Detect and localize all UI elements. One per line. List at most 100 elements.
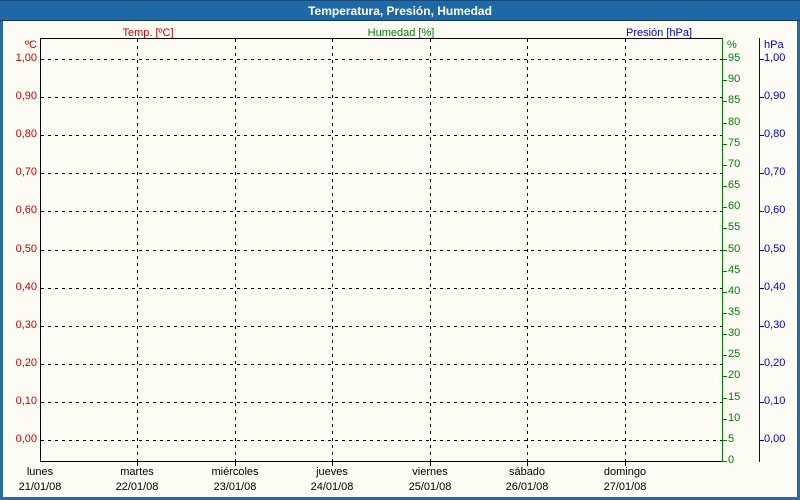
gridline-horizontal bbox=[41, 402, 722, 403]
humidity-axis-tick bbox=[723, 376, 727, 377]
temp-axis-unit-label: ºC bbox=[25, 39, 37, 51]
pressure-tick-label: 0,20 bbox=[764, 357, 786, 369]
x-axis-date-label: 24/01/08 bbox=[310, 481, 354, 493]
window-frame bbox=[0, 21, 800, 500]
temp-tick-label: 0,30 bbox=[15, 319, 37, 331]
humidity-tick-label: 60 bbox=[728, 200, 741, 212]
x-axis-date-label: 22/01/08 bbox=[115, 481, 159, 493]
x-axis-tick bbox=[527, 462, 528, 466]
x-axis-day-label: lunes bbox=[26, 466, 54, 478]
plot-top-border bbox=[40, 38, 723, 39]
humidity-axis-tick bbox=[723, 440, 727, 441]
gridline-horizontal bbox=[41, 59, 722, 60]
gridline-horizontal bbox=[41, 440, 722, 441]
gridline-horizontal bbox=[41, 97, 722, 98]
pressure-tick-label: 0,30 bbox=[764, 319, 786, 331]
pressure-axis-tick bbox=[760, 97, 764, 98]
gridline-horizontal bbox=[41, 326, 722, 327]
temp-tick-label: 0,80 bbox=[15, 128, 37, 140]
humidity-tick-label: 45 bbox=[728, 264, 741, 276]
humidity-tick-label: 5 bbox=[728, 433, 735, 445]
humidity-axis-tick bbox=[723, 271, 727, 272]
pressure-tick-label: 0,80 bbox=[764, 128, 786, 140]
x-axis-tick bbox=[625, 462, 626, 466]
temp-tick-label: 0,10 bbox=[15, 395, 37, 407]
gridline-vertical bbox=[527, 39, 528, 461]
humidity-tick-label: 35 bbox=[728, 306, 741, 318]
x-axis-date-label: 27/01/08 bbox=[603, 481, 647, 493]
humidity-tick-label: 80 bbox=[728, 116, 741, 128]
temp-tick-label: 0,60 bbox=[15, 204, 37, 216]
pressure-axis-tick bbox=[760, 364, 764, 365]
humidity-tick-label: 15 bbox=[728, 391, 741, 403]
pressure-tick-label: 0,00 bbox=[764, 433, 786, 445]
pressure-axis-tick bbox=[760, 135, 764, 136]
x-axis-date-label: 23/01/08 bbox=[213, 481, 257, 493]
gridline-vertical bbox=[137, 39, 138, 461]
gridline-horizontal bbox=[41, 250, 722, 251]
pressure-tick-label: 0,50 bbox=[764, 243, 786, 255]
humidity-axis-tick bbox=[723, 80, 727, 81]
humidity-tick-label: 75 bbox=[728, 137, 741, 149]
humidity-tick-label: 70 bbox=[728, 158, 741, 170]
humidity-tick-label: 65 bbox=[728, 179, 741, 191]
humidity-axis-tick bbox=[723, 419, 727, 420]
window-title: Temperatura, Presión, Humedad bbox=[308, 3, 492, 18]
x-axis-day-label: jueves bbox=[316, 466, 348, 478]
gridline-horizontal bbox=[41, 288, 722, 289]
x-axis-tick bbox=[332, 462, 333, 466]
temp-tick-label: 0,90 bbox=[15, 90, 37, 102]
humidity-axis-tick bbox=[723, 398, 727, 399]
pressure-axis-unit-label: hPa bbox=[764, 39, 784, 51]
x-axis-date-label: 21/01/08 bbox=[18, 481, 62, 493]
pressure-axis-line bbox=[759, 38, 760, 462]
humidity-axis-unit-label: % bbox=[727, 39, 737, 51]
humidity-tick-label: 90 bbox=[728, 73, 741, 85]
pressure-tick-label: 0,10 bbox=[764, 395, 786, 407]
humidity-tick-label: 20 bbox=[728, 369, 741, 381]
temp-tick-label: 0,70 bbox=[15, 166, 37, 178]
humidity-axis-tick bbox=[723, 313, 727, 314]
humidity-tick-label: 85 bbox=[728, 94, 741, 106]
gridline-vertical bbox=[332, 39, 333, 461]
x-axis-tick bbox=[430, 462, 431, 466]
gridline-vertical bbox=[235, 39, 236, 461]
pressure-axis-tick bbox=[760, 59, 764, 60]
gridline-vertical bbox=[430, 39, 431, 461]
humidity-axis-tick bbox=[723, 59, 727, 60]
humidity-tick-label: 0 bbox=[728, 454, 735, 466]
humidity-tick-label: 95 bbox=[728, 52, 741, 64]
x-axis-day-label: martes bbox=[120, 466, 154, 478]
window-titlebar: Temperatura, Presión, Humedad bbox=[0, 0, 800, 21]
humidity-axis-tick bbox=[723, 355, 727, 356]
x-axis-line bbox=[40, 461, 723, 462]
humidity-tick-label: 55 bbox=[728, 221, 741, 233]
humidity-axis-tick bbox=[723, 250, 727, 251]
humidity-axis-tick bbox=[723, 461, 727, 462]
humidity-axis-tick bbox=[723, 228, 727, 229]
humidity-axis-tick bbox=[723, 207, 727, 208]
pressure-axis-tick bbox=[760, 173, 764, 174]
pressure-axis-tick bbox=[760, 211, 764, 212]
x-axis-day-label: domingo bbox=[603, 466, 647, 478]
gridline-horizontal bbox=[41, 135, 722, 136]
humidity-tick-label: 10 bbox=[728, 412, 741, 424]
pressure-tick-label: 0,90 bbox=[764, 90, 786, 102]
gridline-horizontal bbox=[41, 211, 722, 212]
x-axis-day-label: viernes bbox=[412, 466, 448, 478]
pressure-axis-tick bbox=[760, 326, 764, 327]
gridline-horizontal bbox=[41, 173, 722, 174]
x-axis-day-label: sábado bbox=[508, 466, 546, 478]
legend-pressure: Presión [hPa] bbox=[625, 27, 693, 39]
pressure-axis-tick bbox=[760, 250, 764, 251]
pressure-axis-tick bbox=[760, 288, 764, 289]
humidity-axis-line bbox=[722, 38, 723, 462]
humidity-axis-tick bbox=[723, 334, 727, 335]
humidity-axis-tick bbox=[723, 186, 727, 187]
pressure-tick-label: 1,00 bbox=[764, 52, 786, 64]
x-axis-tick bbox=[235, 462, 236, 466]
temp-tick-label: 0,20 bbox=[15, 357, 37, 369]
humidity-tick-label: 50 bbox=[728, 243, 741, 255]
pressure-tick-label: 0,70 bbox=[764, 166, 786, 178]
